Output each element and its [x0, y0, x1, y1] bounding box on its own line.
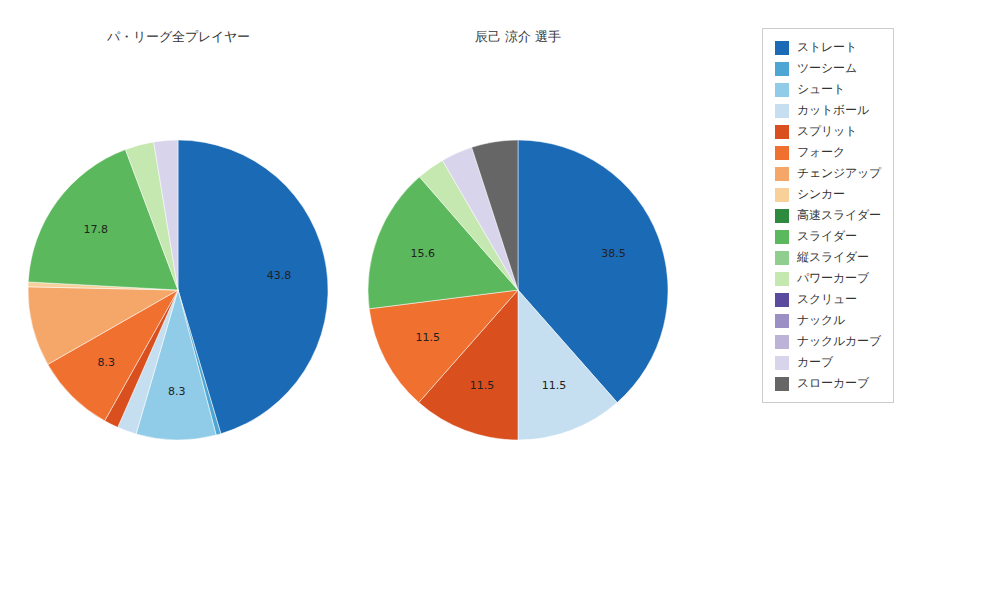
html-text:カーブ: カーブ: [797, 355, 833, 369]
html-text:スプリット: スプリット: [797, 124, 857, 138]
html-text:フォーク: フォーク: [797, 145, 845, 159]
svg-text:8.3: 8.3: [97, 356, 115, 369]
svg-text:11.5: 11.5: [542, 379, 567, 392]
html-text:スクリュー: スクリュー: [797, 292, 857, 306]
html-text:辰己 涼介 選手: 辰己 涼介 選手: [474, 29, 562, 44]
svg-text:11.5: 11.5: [416, 331, 441, 344]
html-text:パ・リーグ全プレイヤー: パ・リーグ全プレイヤー: [106, 29, 250, 44]
html-text:ツーシーム: ツーシーム: [797, 61, 857, 75]
html-text:高速スライダー: 高速スライダー: [797, 208, 881, 222]
svg-text:38.5: 38.5: [601, 247, 626, 260]
html-text:ナックル: ナックル: [797, 313, 845, 327]
html-text:チェンジアップ: チェンジアップ: [797, 166, 881, 180]
svg-text:8.3: 8.3: [168, 385, 186, 398]
svg-text:17.8: 17.8: [84, 223, 109, 236]
html-text:縦スライダー: 縦スライダー: [797, 250, 869, 264]
html-text:カットボール: カットボール: [797, 103, 869, 117]
html-text:パワーカーブ: パワーカーブ: [797, 271, 869, 285]
html-text:シュート: シュート: [797, 82, 845, 96]
svg-text:43.8: 43.8: [267, 269, 292, 282]
html-text:スライダー: スライダー: [797, 229, 857, 243]
html-text:スローカーブ: スローカーブ: [797, 376, 869, 390]
html-text:シンカー: シンカー: [797, 187, 845, 201]
html-text:ナックルカーブ: ナックルカーブ: [797, 334, 881, 348]
svg-text:15.6: 15.6: [410, 247, 435, 260]
svg-text:11.5: 11.5: [470, 379, 495, 392]
html-text:ストレート: ストレート: [797, 40, 857, 54]
